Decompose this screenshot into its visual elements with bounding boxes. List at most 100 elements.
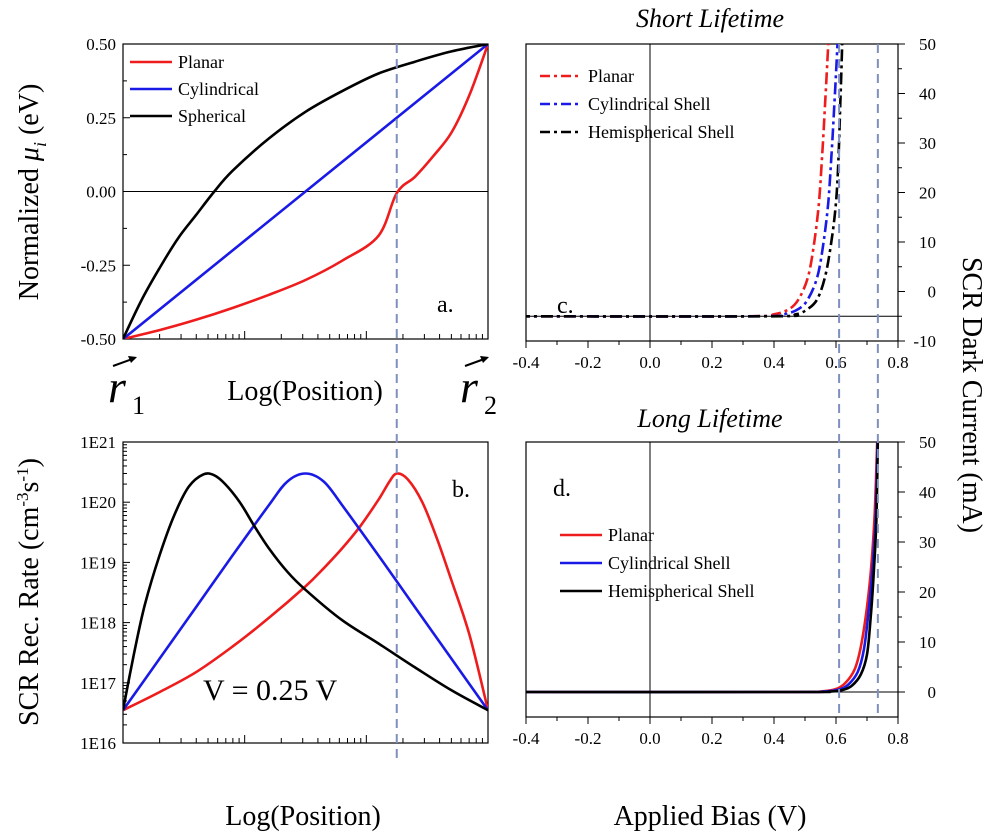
panel-d-frame (525, 441, 899, 718)
x-tick-label: 0.6 (825, 729, 846, 748)
panel-b: 1E16 1E17 1E18 1E19 1E20 1E21 b. V = 0.25 V L… (13, 433, 489, 832)
y-tick-label: 1E16 (80, 734, 116, 753)
panel-c-x-ticks: -0.4 -0.2 0.0 0.2 0.4 0.6 0.8 (513, 341, 909, 372)
right-y-axis-label: SCR Dark Current (mA) (956, 257, 986, 533)
legend-label: Hemispherical Shell (608, 581, 754, 601)
panel-b-series (123, 472, 488, 712)
x-tick-label: 0.0 (639, 353, 660, 372)
r2-subscript: 2 (484, 391, 497, 420)
x-tick-label: 0.0 (639, 729, 660, 748)
panel-b-annotation: V = 0.25 V (203, 674, 338, 707)
legend-label: Planar (608, 525, 654, 545)
y-tick-label: 10 (919, 233, 936, 252)
y-tick-label: 0 (928, 283, 937, 302)
panel-c-label: c. (557, 293, 574, 319)
panel-a-y-axis-label: Normalized μi (eV) (14, 84, 50, 301)
panel-b-x-axis-label: Log(Position) (225, 801, 381, 832)
r1-symbol: r (108, 361, 127, 412)
legend-label: Planar (588, 66, 634, 86)
panel-d-series (526, 442, 880, 694)
legend-label: Cylindrical Shell (588, 94, 710, 114)
x-tick-label: 0.6 (825, 353, 846, 372)
panel-c-y-ticks: -10 0 10 20 30 40 50 (898, 35, 936, 351)
y-tick-label: 10 (919, 633, 936, 652)
r1-arrow-head (128, 356, 137, 363)
x-tick-label: 0.2 (701, 353, 722, 372)
panel-b-y-axis-label: SCR Rec. Rate (cm-3s-1) (13, 458, 45, 726)
panel-a: -0.50 -0.25 0.00 0.25 0.50 Planar Cylindrical… (14, 35, 489, 407)
y-tick-label: 40 (919, 85, 936, 104)
y-tick-label: 0 (928, 683, 937, 702)
panel-b-label: b. (452, 477, 470, 503)
x-tick-label: 0.4 (763, 729, 785, 748)
panel-c: Short Lifetime -0.4 -0.2 0.0 0.2 0.4 0.6 0.8 -… (513, 4, 936, 372)
y-tick-label: 0.00 (86, 183, 116, 202)
y-tick-label: 1E18 (80, 614, 116, 633)
x-tick-label: 0.8 (887, 353, 908, 372)
panel-d: Long Lifetime -0.4 -0.2 0.0 0.2 0.4 0.6 0.8 0 1… (513, 404, 936, 832)
r2-arrow-head (480, 356, 489, 363)
panel-c-legend: Planar Cylindrical Shell Hemispherical She… (540, 66, 734, 142)
y-tick-label: 1E19 (80, 553, 116, 572)
panel-b-frame (122, 441, 489, 744)
y-tick-label: -0.50 (81, 330, 116, 349)
legend-label: Spherical (178, 106, 246, 126)
series-line-planar (123, 44, 488, 339)
panel-d-label: d. (553, 476, 571, 502)
panel-a-x-axis-label: Log(Position) (227, 376, 383, 407)
x-tick-label: 0.8 (887, 729, 908, 748)
dashed-guide-lines (395, 44, 879, 760)
y-tick-label: 50 (919, 433, 936, 452)
legend-label: Cylindrical Shell (608, 553, 730, 573)
series-line-planar (526, 44, 830, 318)
series-line-cylindrical (123, 472, 488, 711)
y-tick-label: 50 (919, 35, 936, 54)
x-tick-label: -0.4 (513, 729, 540, 748)
legend-label: Hemispherical Shell (588, 122, 734, 142)
y-tick-label: 0.25 (86, 109, 116, 128)
x-tick-label: 0.2 (701, 729, 722, 748)
x-tick-label: -0.2 (575, 729, 602, 748)
y-tick-label: 20 (919, 583, 936, 602)
y-tick-label: 40 (919, 483, 936, 502)
series-line-cylindrical-shell (526, 44, 839, 318)
panel-a-y-ticks: -0.50 -0.25 0.00 0.25 0.50 (81, 35, 130, 349)
series-line-spherical (123, 44, 488, 339)
panel-d-legend: Planar Cylindrical Shell Hemispherical She… (560, 525, 754, 601)
panel-c-title: Short Lifetime (636, 4, 784, 33)
y-tick-label: 1E21 (80, 433, 116, 452)
panel-b-y-ticks: 1E16 1E17 1E18 1E19 1E20 1E21 (80, 433, 130, 753)
legend-label: Planar (178, 52, 224, 72)
y-tick-label: -0.25 (81, 256, 116, 275)
series-line-planar (123, 472, 488, 712)
legend-label: Cylindrical (178, 79, 259, 99)
series-line-hemispherical-shell (526, 44, 844, 318)
panel-d-y-ticks: 0 10 20 30 40 50 (898, 433, 936, 702)
panel-a-label: a. (437, 292, 454, 318)
x-tick-label: 0.4 (763, 353, 785, 372)
r2-marker: r 2 (460, 356, 497, 420)
panel-a-series (123, 44, 488, 339)
y-tick-label: 1E17 (80, 674, 116, 693)
r1-marker: r 1 (108, 356, 145, 420)
panel-c-frame (525, 43, 899, 342)
panel-a-legend: Planar Cylindrical Spherical (130, 52, 259, 126)
panel-a-x-minor-ticks (159, 331, 483, 339)
panel-d-x-ticks: -0.4 -0.2 0.0 0.2 0.4 0.6 0.8 (513, 717, 909, 748)
panel-d-title: Long Lifetime (636, 404, 782, 433)
x-tick-label: -0.2 (575, 353, 602, 372)
y-tick-label: 20 (919, 184, 936, 203)
r2-symbol: r (460, 361, 479, 412)
panel-b-x-minor-ticks (159, 735, 483, 743)
series-line-spherical (123, 472, 488, 712)
series-line-hemispherical-shell (526, 442, 880, 694)
y-tick-label: 1E20 (80, 493, 116, 512)
y-tick-label: 30 (919, 134, 936, 153)
y-tick-label: 0.50 (86, 35, 116, 54)
panel-d-x-axis-label: Applied Bias (V) (614, 801, 807, 832)
x-tick-label: -0.4 (513, 353, 540, 372)
r1-subscript: 1 (132, 391, 145, 420)
y-tick-label: 30 (919, 533, 936, 552)
series-line-cylindrical (123, 44, 488, 339)
y-tick-label: -10 (913, 332, 936, 351)
